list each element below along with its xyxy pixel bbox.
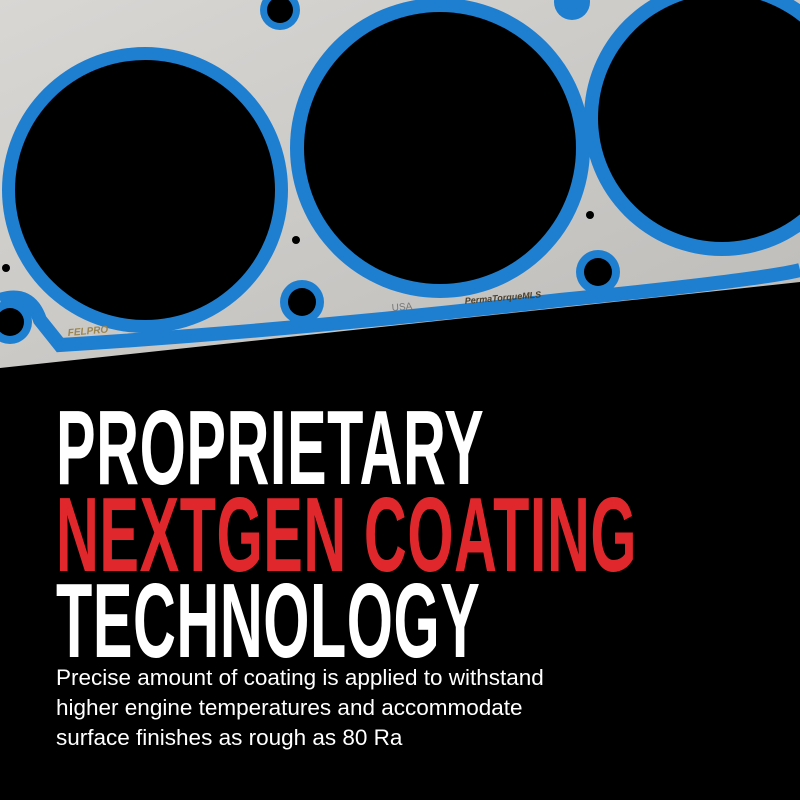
head-gasket-photo: FELPRO USA PermaTorqueMLS [0,0,800,368]
description: Precise amount of coating is applied to … [56,663,756,753]
description-line-2: higher engine temperatures and accommoda… [56,695,523,720]
headline-line-1: PROPRIETARY [56,389,485,507]
bolt-holes [0,0,620,344]
description-line-3: surface finishes as rough as 80 Ra [56,725,403,750]
origin-marking: USA [391,301,413,314]
headline-line-2: NEXTGEN COATING [56,476,638,594]
description-line-1: Precise amount of coating is applied to … [56,665,544,690]
coating-edge [0,263,800,353]
cylinder-bores [2,0,800,333]
brand-marking: FELPRO [67,324,109,339]
headline-line-3: TECHNOLOGY [56,562,481,680]
